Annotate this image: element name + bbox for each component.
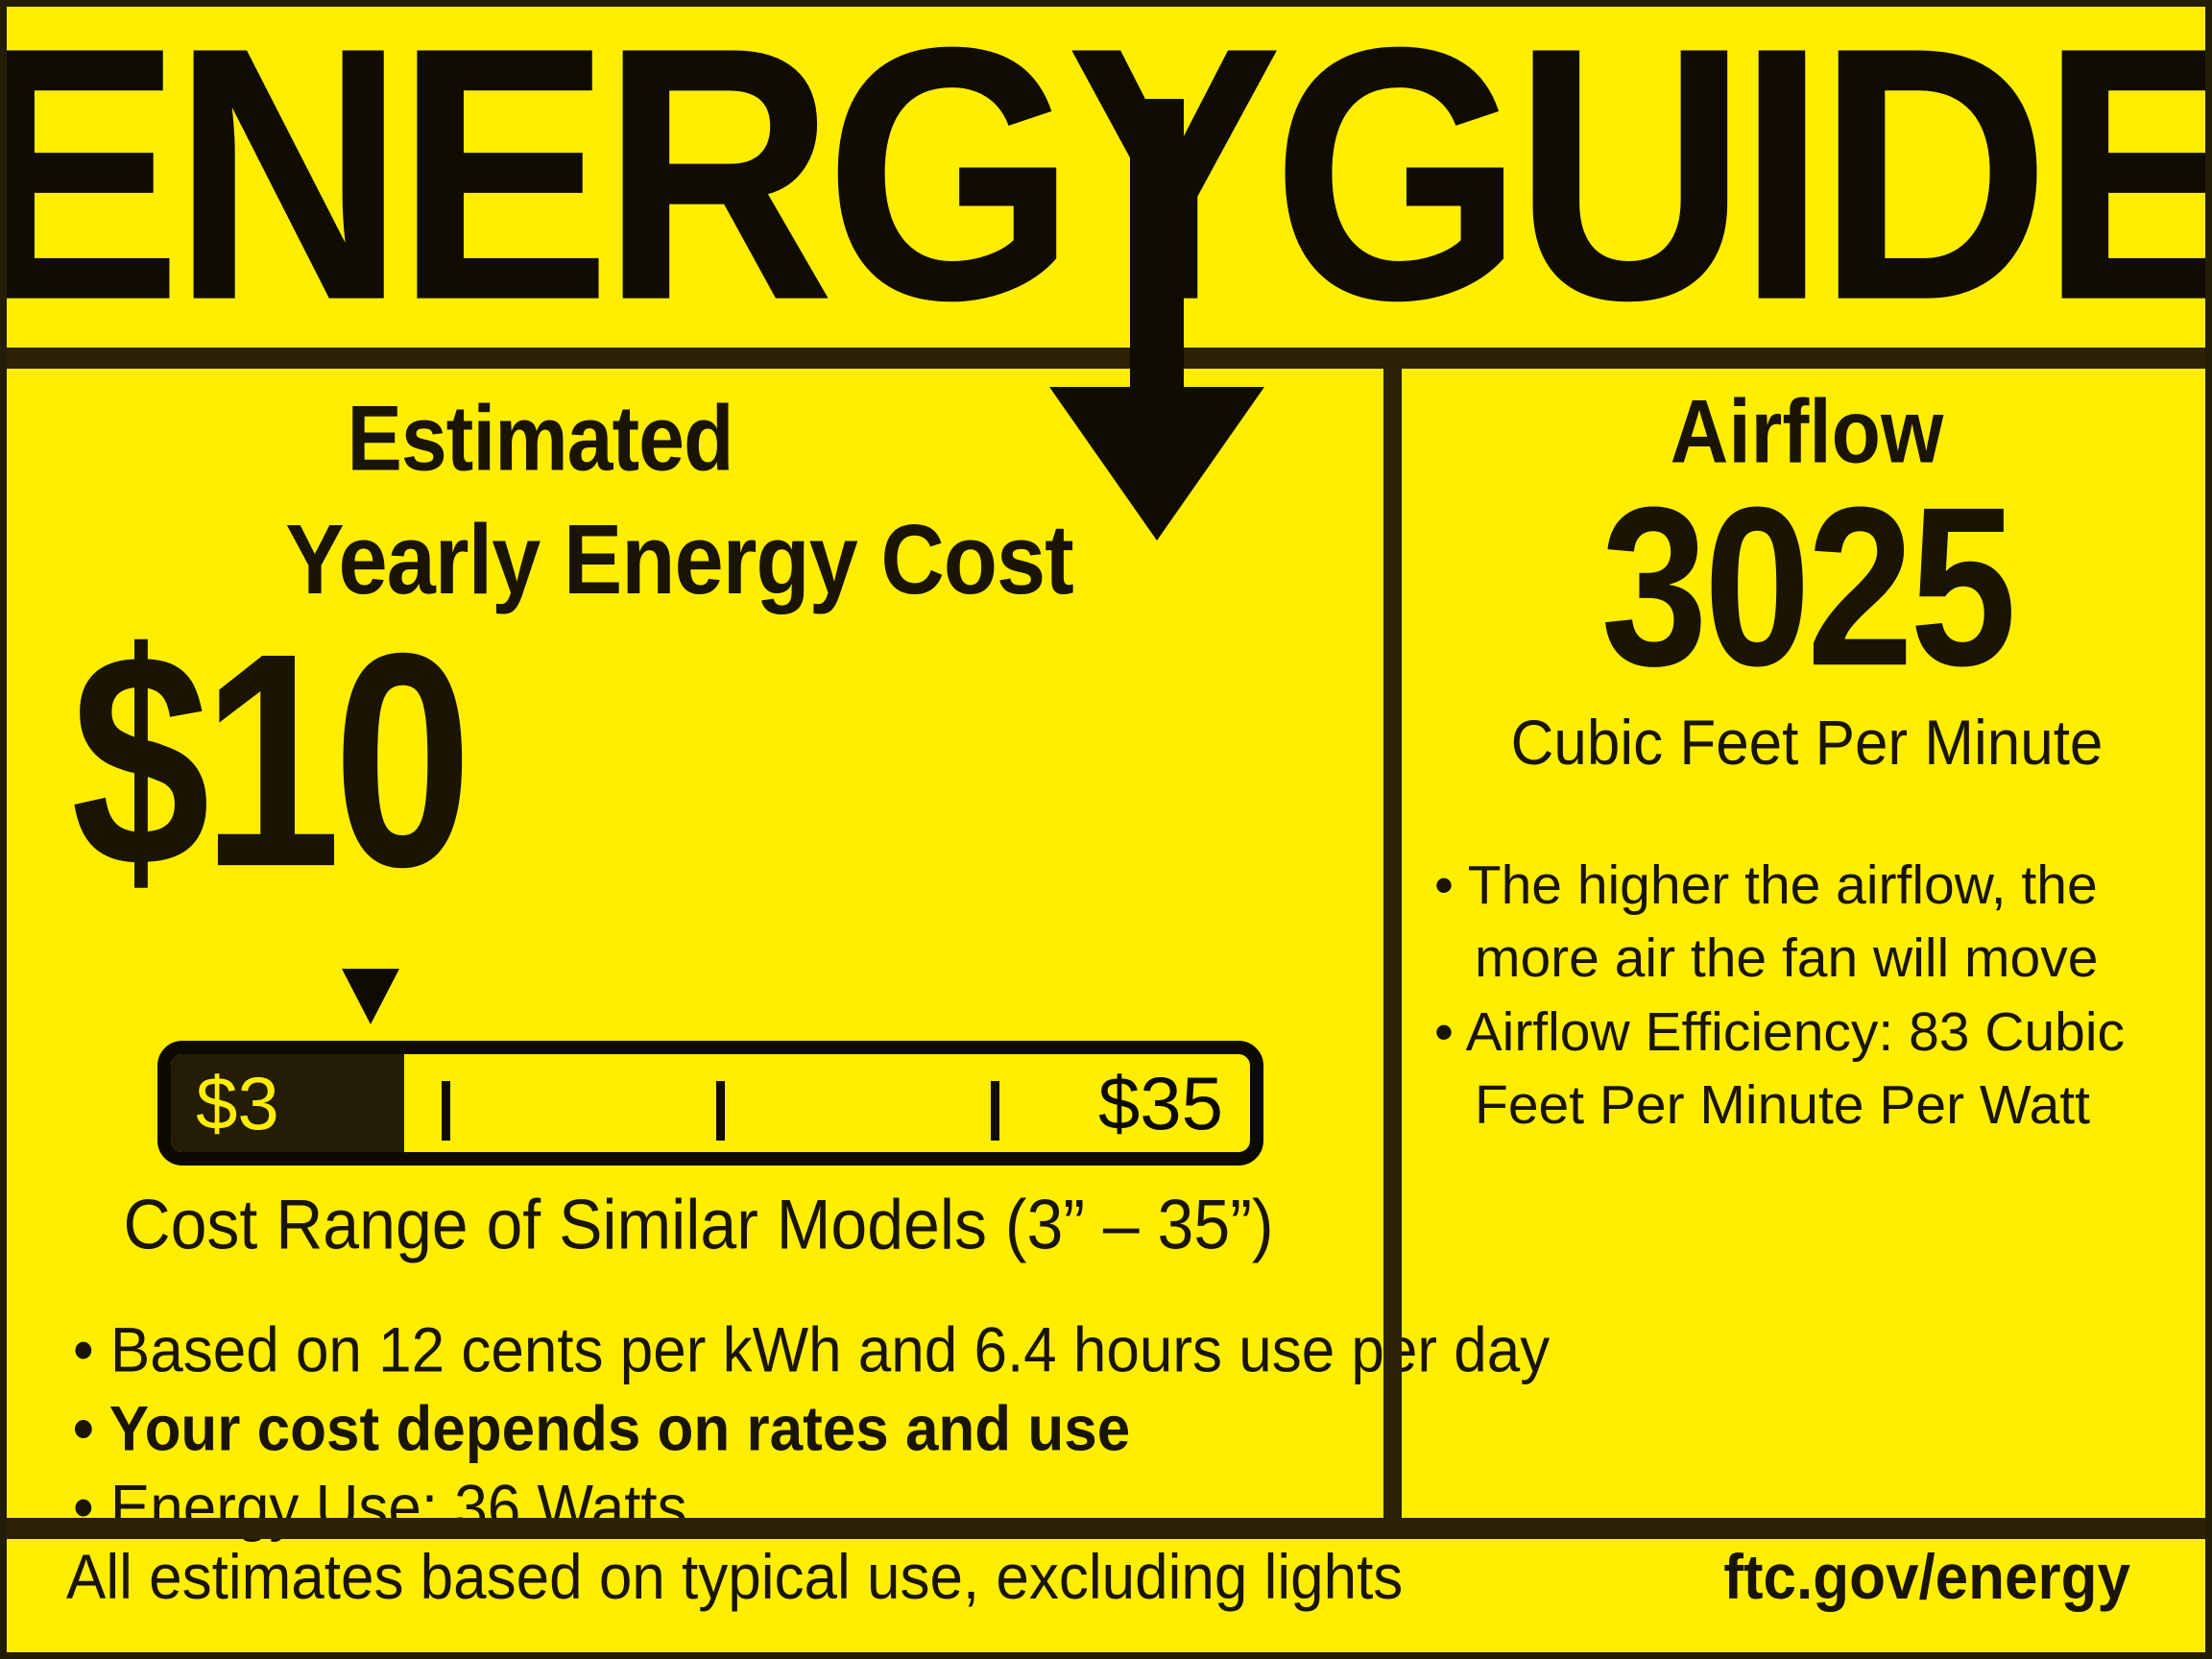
list-item: • Based on 12 cents per kWh and 6.4 hour…	[73, 1315, 1551, 1386]
airflow-panel: Airflow 3025 Cubic Feet Per Minute • The…	[1402, 369, 2212, 1518]
list-item-line2: Feet Per Minute Per Watt	[1475, 1074, 2090, 1137]
footer-divider	[7, 1518, 2205, 1539]
cost-bullet-list: • Based on 12 cents per kWh and 6.4 hour…	[73, 1310, 1551, 1545]
airflow-value: 3025	[1600, 460, 2017, 713]
list-item: • The higher the airflow, the more air t…	[1434, 849, 2193, 996]
footer-url: ftc.gov/energy	[1723, 1542, 2130, 1613]
cost-range-high-label: $35	[1097, 1061, 1223, 1145]
estimated-cost-value: $10	[71, 590, 472, 931]
cost-position-marker-icon	[342, 969, 399, 1024]
range-tick-1	[442, 1081, 450, 1141]
list-item-line1: • The higher the airflow, the	[1434, 854, 2098, 916]
footer-note: All estimates based on typical use, excl…	[66, 1542, 1404, 1613]
list-item-line2: more air the fan will move	[1475, 927, 2099, 990]
down-arrow-icon	[1049, 99, 1264, 541]
header-divider	[7, 348, 2205, 369]
list-item-line1: • Airflow Efficiency: 83 Cubic	[1434, 1000, 2126, 1063]
cost-range-low-label: $3	[196, 1061, 279, 1145]
list-item: • Your cost depends on rates and use	[73, 1394, 1131, 1465]
estimated-cost-panel: Estimated Yearly Energy Cost $10 $3 $35 …	[13, 369, 1550, 1543]
cost-range-caption: Cost Range of Similar Models (3” – 35”)	[123, 1185, 1274, 1264]
cost-range-bar: $3 $35	[157, 1041, 1263, 1166]
estimated-heading-line2: Yearly Energy Cost	[285, 505, 1074, 615]
range-tick-3	[991, 1081, 999, 1141]
airflow-units: Cubic Feet Per Minute	[1510, 708, 2104, 779]
energyguide-wordmark: ENERGYGUIDE	[7, 7, 2205, 348]
airflow-title: Airflow	[1670, 380, 1944, 482]
estimated-heading-line1: Estimated	[347, 387, 733, 491]
label-header: ENERGYGUIDE	[7, 7, 2205, 348]
cost-range-fill	[171, 1054, 404, 1152]
panel-divider	[1383, 369, 1402, 1518]
airflow-bullet-list: • The higher the airflow, the more air t…	[1434, 849, 2193, 1142]
range-tick-2	[716, 1081, 725, 1141]
list-item: • Airflow Efficiency: 83 Cubic Feet Per …	[1434, 996, 2193, 1142]
